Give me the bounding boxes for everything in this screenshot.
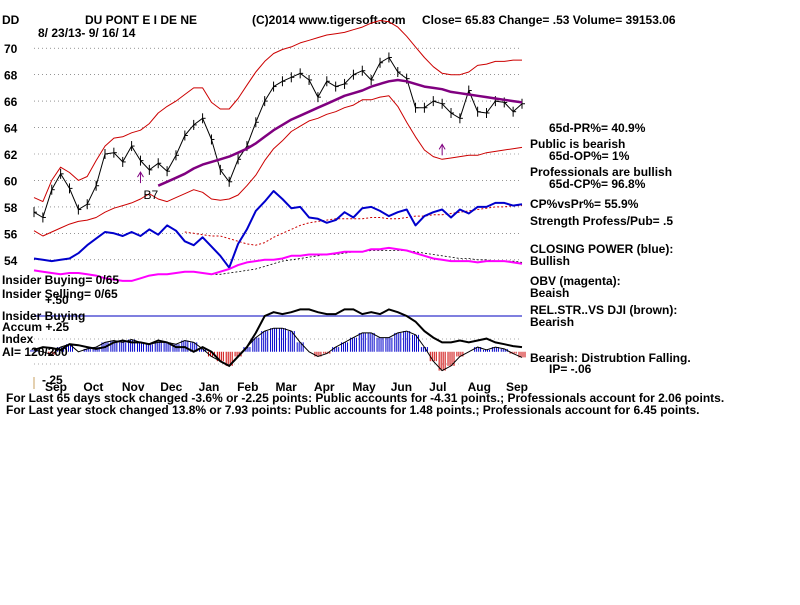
closing-power-series — [33, 190, 523, 269]
y-tick-label: 54 — [4, 254, 18, 268]
x-tick-nov: Nov — [122, 380, 145, 394]
strength-ratio: Strength Profess/Pub= .5 — [530, 214, 673, 228]
x-tick-mar: Mar — [276, 380, 298, 394]
insider-selling: Insider Selling= 0/65 — [2, 287, 118, 301]
x-tick-oct: Oct — [83, 380, 103, 394]
y-tick-label: 62 — [4, 148, 18, 162]
month-axis: Sep Oct Nov Dec Jan Feb Mar Apr May Jun Jul Aug Sep — [45, 380, 528, 394]
signal-arrows: B7 — [137, 143, 446, 202]
company-name: DU PONT E I DE NE — [85, 13, 197, 27]
rel-strength-series — [33, 308, 523, 368]
y-tick-label: 60 — [4, 174, 18, 188]
ticker: DD — [2, 13, 20, 27]
y-tick-label: 66 — [4, 95, 18, 109]
public-bearish: Public is bearish — [530, 137, 625, 151]
obv-line — [33, 246, 523, 282]
footer-last-year: For Last year stock changed 13.8% or 7.9… — [6, 403, 700, 417]
cp-vs-pr: CP%vsPr%= 55.9% — [530, 197, 639, 211]
y-tick-label: 70 — [4, 42, 18, 56]
upper-band-line — [33, 20, 522, 203]
x-tick-apr: Apr — [314, 380, 335, 394]
closing-power-line — [33, 190, 523, 269]
plus50-label: +.50 — [45, 293, 69, 307]
y-tick-label: 58 — [4, 201, 18, 215]
signal-label: B7 — [143, 188, 158, 202]
closing-power-state: Bullish — [530, 254, 570, 268]
price-series — [33, 52, 525, 223]
insider-buying-band: Insider Buying — [2, 309, 85, 323]
y-tick-label: 68 — [4, 69, 18, 83]
distribution-note: Bearish: Distrubtion Falling. — [530, 351, 691, 365]
y-tick-label: 56 — [4, 227, 18, 241]
y-tick-label: 64 — [4, 122, 18, 136]
x-tick-sep: Sep — [506, 380, 528, 394]
insider-buying: Insider Buying= 0/65 — [2, 273, 119, 287]
x-tick-jun: Jun — [391, 380, 412, 394]
x-tick-aug: Aug — [468, 380, 491, 394]
source-label: (C)2014 www.tigersoft.com — [252, 13, 406, 27]
bollinger-bands — [33, 20, 523, 237]
x-tick-sep: Sep — [45, 380, 67, 394]
price-y-axis: 70 68 66 64 62 60 58 56 54 — [4, 42, 18, 268]
price-line — [33, 57, 523, 218]
professionals-bullish: Professionals are bullish — [530, 165, 672, 179]
rel-strength-line — [33, 308, 523, 368]
relstr-state: Bearish — [530, 315, 574, 329]
x-tick-jul: Jul — [429, 380, 446, 394]
ip-value: IP= -.06 — [549, 362, 592, 376]
index-label: Index — [2, 332, 34, 346]
x-tick-dec: Dec — [160, 380, 182, 394]
footer-65-days: For Last 65 days stock changed -3.6% or … — [6, 391, 724, 405]
signal-arrow-head — [137, 171, 144, 178]
minus25-label: -.25 — [42, 373, 63, 387]
ai-label: AI= 120/200 — [2, 345, 68, 359]
date-range: 8/ 23/13- 9/ 16/ 14 — [38, 26, 136, 40]
ma65-series — [157, 78, 523, 187]
obv-label: OBV (magenta): — [530, 274, 621, 288]
accum-label: Accum +.25 — [2, 320, 69, 334]
x-tick-feb: Feb — [237, 380, 258, 394]
x-tick-jan: Jan — [199, 380, 220, 394]
pr-annotation: 65d-PR%= 40.9% — [549, 121, 646, 135]
obv-state: Beaish — [530, 286, 569, 300]
lower-band-line — [33, 95, 523, 237]
x-tick-may: May — [352, 380, 376, 394]
signal-arrow-head — [438, 143, 446, 150]
obv-series — [33, 246, 523, 282]
ma65-line — [157, 78, 523, 187]
closing-power-label: CLOSING POWER (blue): — [530, 242, 673, 256]
cp-annotation: 65d-CP%= 96.8% — [549, 177, 646, 191]
op-annotation: 65d-OP%= 1% — [549, 149, 630, 163]
quote-line: Close= 65.83 Change= .53 Volume= 39153.0… — [422, 13, 676, 27]
relstr-label: REL.STR..VS DJI (brown): — [530, 303, 677, 317]
accum-index-line — [33, 327, 523, 372]
